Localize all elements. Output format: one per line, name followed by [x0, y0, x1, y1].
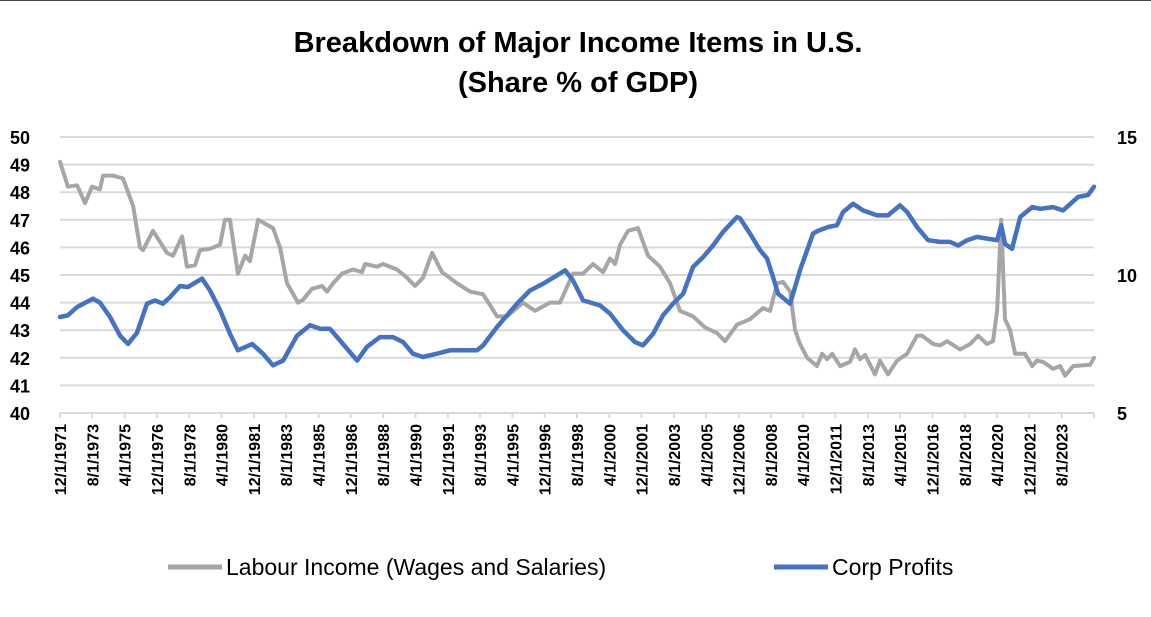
x-tick-label: 4/1/1985: [312, 424, 329, 486]
y-left-tick-label: 41: [10, 376, 30, 396]
right-y-axis: 5 10 15: [1117, 128, 1137, 424]
labour-income-line: [58, 159, 1096, 378]
x-tick-label: 4/1/2000: [602, 424, 619, 486]
x-tick-label: 12/1/1991: [441, 424, 458, 495]
x-tick-label: 12/1/1986: [344, 424, 361, 495]
y-right-tick-label: 10: [1117, 266, 1137, 286]
x-tick-label: 8/1/1988: [376, 424, 393, 486]
y-left-tick-label: 50: [10, 128, 30, 148]
chart-title-line-1: Breakdown of Major Income Items in U.S.: [294, 27, 863, 59]
x-tick-label: 12/1/2001: [635, 424, 652, 495]
y-left-tick-label: 47: [10, 211, 30, 231]
x-tick-label: 12/1/1981: [247, 424, 264, 495]
x-tick-label: 8/1/1973: [85, 424, 102, 486]
x-tick-label: 8/1/2003: [667, 424, 684, 486]
x-tick-label: 4/1/2015: [893, 424, 910, 486]
x-tick-label: 12/1/2016: [925, 424, 942, 495]
y-right-tick-label: 15: [1117, 128, 1137, 148]
y-left-tick-label: 45: [10, 266, 30, 286]
y-left-tick-label: 40: [10, 404, 30, 424]
series-lines: [57, 159, 1097, 378]
x-tick-label: 8/1/2023: [1055, 424, 1072, 486]
x-tick-label: 12/1/1996: [538, 424, 555, 495]
left-y-axis: 40 41 42 43 44 45 46 47 48 49 50: [10, 128, 30, 424]
legend: Labour Income (Wages and Salaries) Corp …: [168, 554, 953, 580]
x-tick-label: 4/1/2010: [796, 424, 813, 486]
y-left-tick-label: 48: [10, 183, 30, 203]
gridlines: [60, 136, 1094, 387]
x-tick-label: 4/1/1990: [408, 424, 425, 486]
x-tick-label: 4/1/1995: [505, 424, 522, 486]
x-tick-label: 4/1/2005: [699, 424, 716, 486]
x-axis: 12/1/1971 8/1/1973 4/1/1975 12/1/1976 8/1/19…: [53, 412, 1095, 495]
x-tick-label: 12/1/2021: [1022, 424, 1039, 495]
y-left-tick-label: 49: [10, 156, 30, 176]
x-tick-label: 8/1/1978: [182, 424, 199, 486]
x-tick-label: 12/1/2011: [829, 424, 846, 494]
corp-profits-line: [57, 184, 1097, 368]
x-tick-label: 12/1/1976: [150, 424, 167, 495]
y-left-tick-label: 43: [10, 321, 30, 341]
x-tick-label: 4/1/1975: [118, 424, 135, 486]
x-tick-label: 4/1/2020: [990, 424, 1007, 486]
y-left-tick-label: 44: [10, 294, 30, 314]
x-tick-label: 12/1/2006: [732, 424, 749, 495]
x-tick-label: 8/1/2018: [958, 424, 975, 486]
x-tick-label: 8/1/2008: [764, 424, 781, 486]
chart-title-line-2: (Share % of GDP): [458, 67, 698, 99]
x-tick-label: 12/1/1971: [53, 424, 70, 495]
y-right-tick-label: 5: [1117, 404, 1127, 424]
x-tick-label: 8/1/1983: [279, 424, 296, 486]
y-left-tick-label: 42: [10, 349, 30, 369]
x-tick-label: 4/1/1980: [215, 424, 232, 486]
x-tick-label: 8/1/1998: [570, 424, 587, 486]
legend-label-corp-profits: Corp Profits: [832, 554, 953, 580]
legend-label-labour: Labour Income (Wages and Salaries): [226, 554, 606, 580]
x-tick-label: 8/1/1993: [473, 424, 490, 486]
y-left-tick-label: 46: [10, 238, 30, 258]
x-tick-label: 8/1/2013: [861, 424, 878, 486]
